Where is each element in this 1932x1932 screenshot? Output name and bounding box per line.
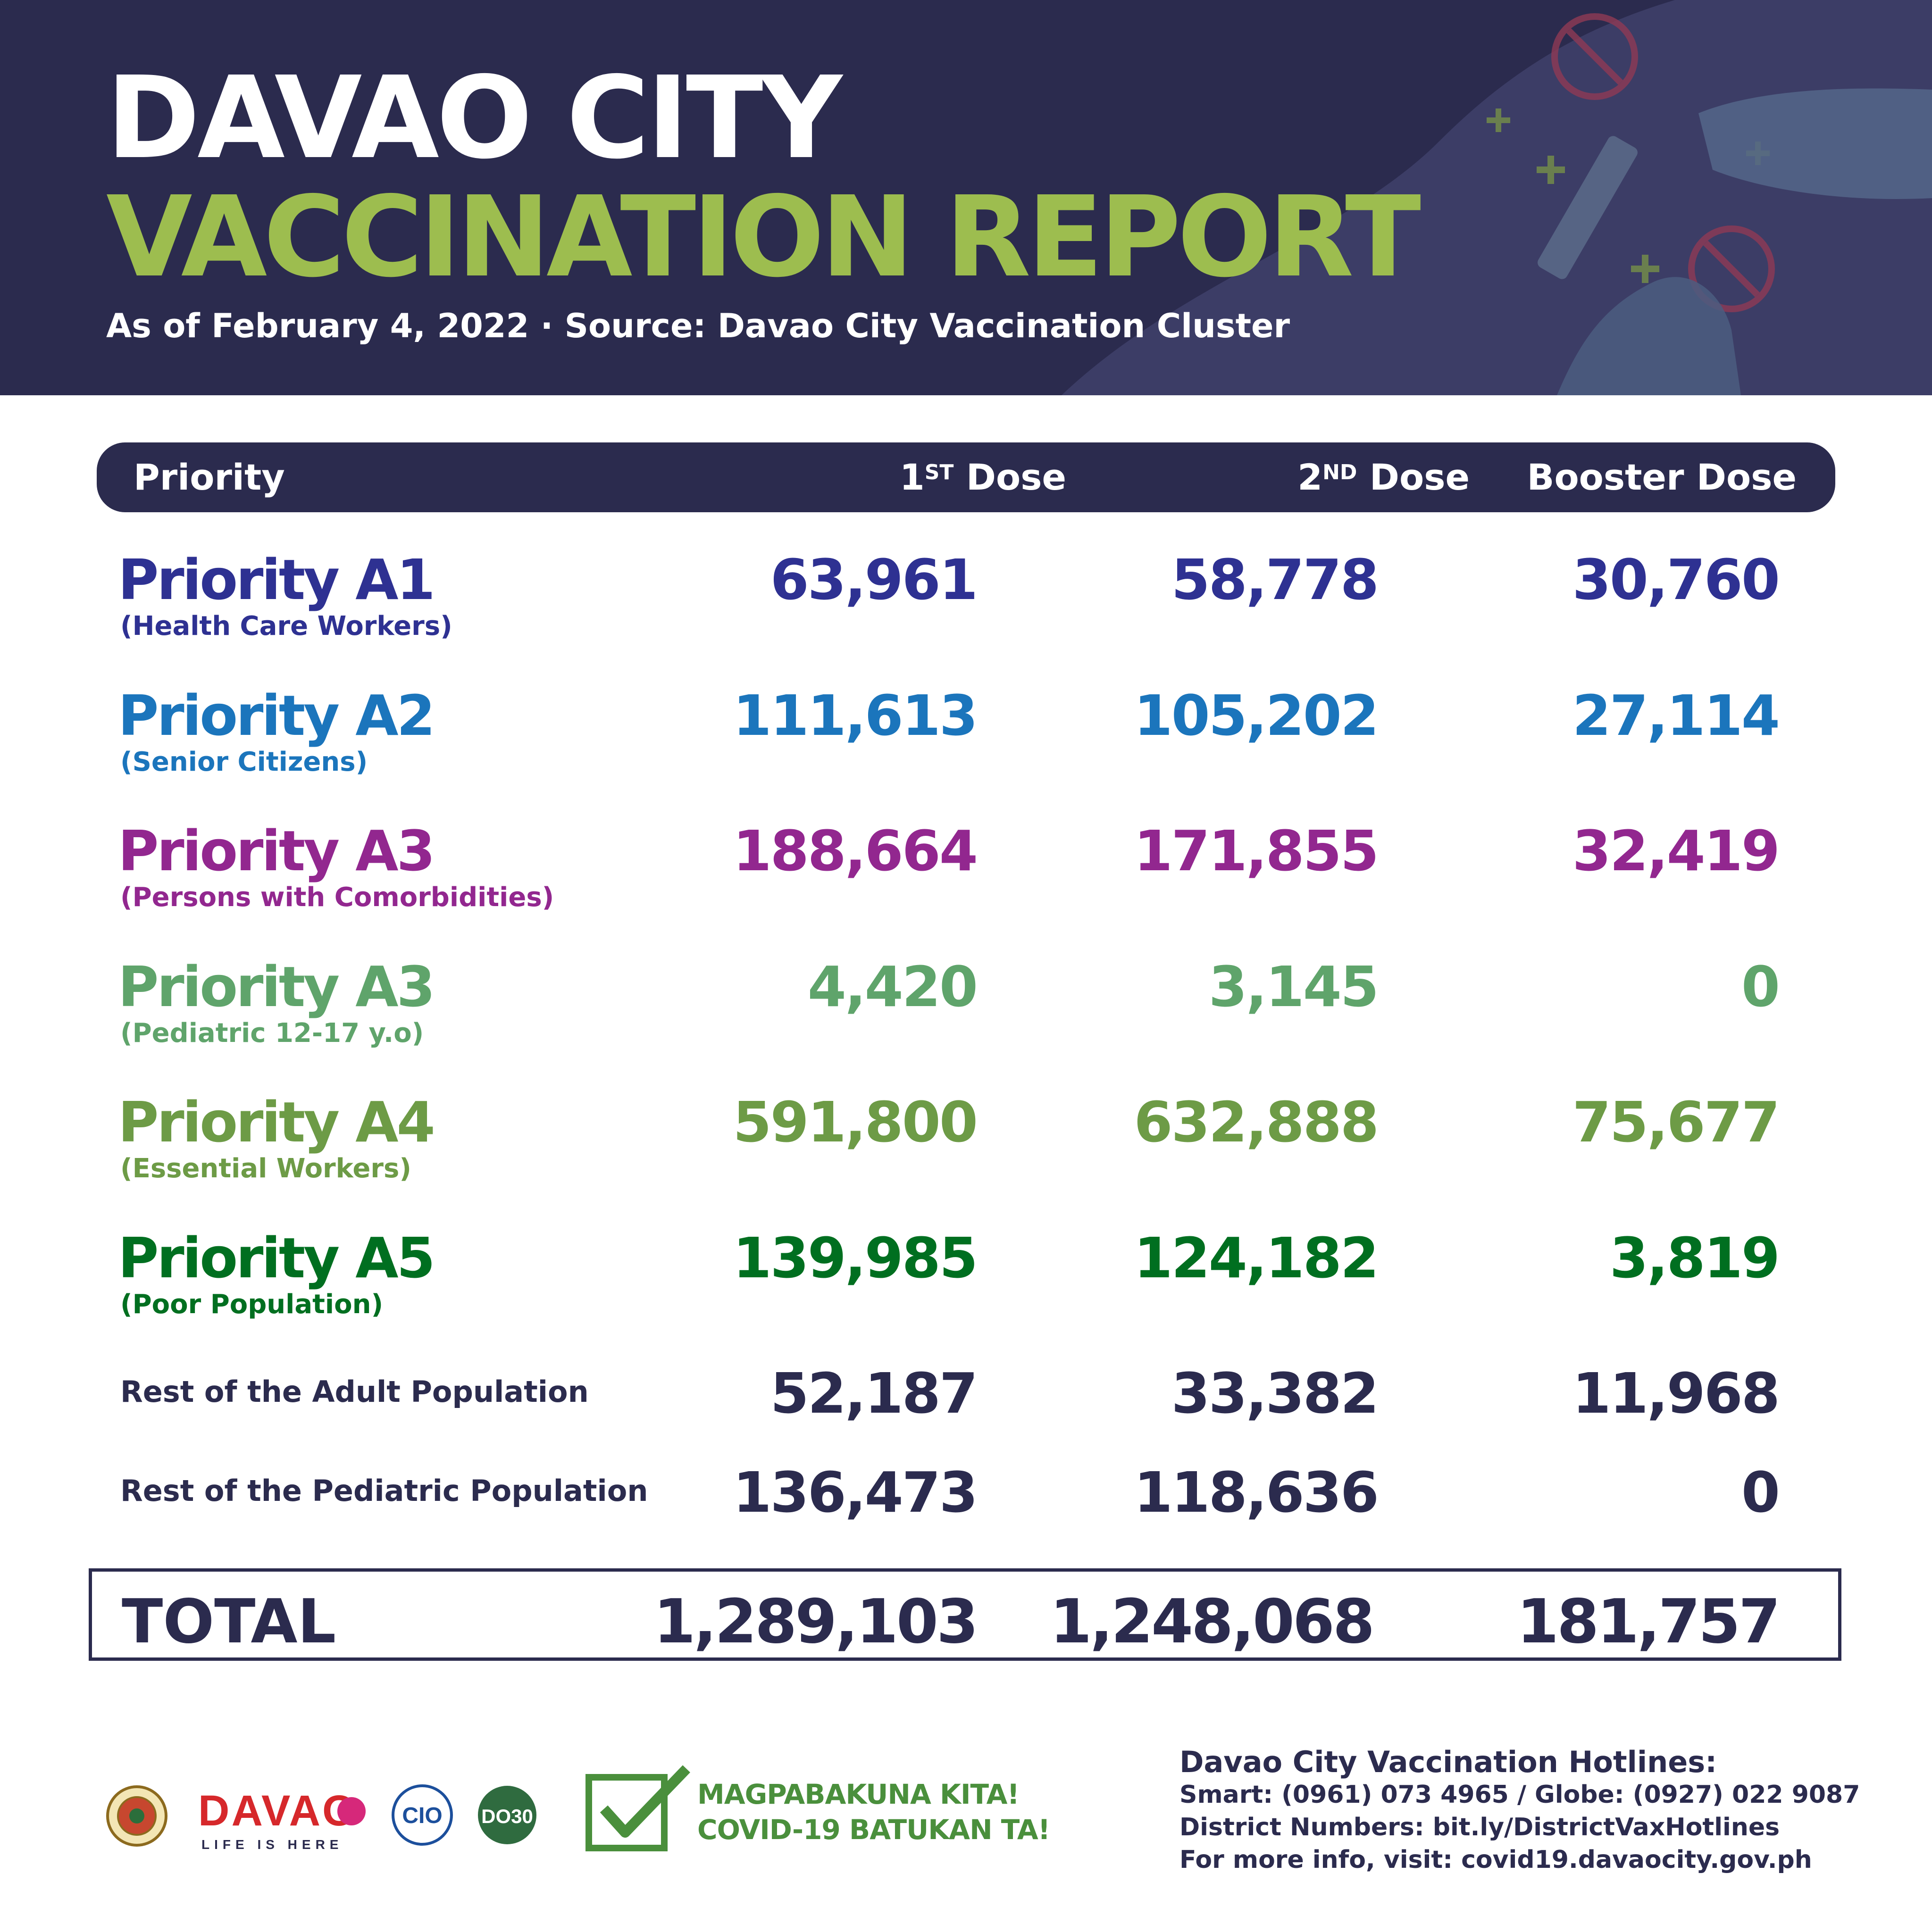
row-priority-sub: (Health Care Workers) [120,611,452,641]
rest-adult-dose2: 33,382 [1171,1361,1379,1426]
row-dose1-value: 63,961 [770,547,978,612]
row-booster-value: 3,819 [1609,1225,1780,1291]
row-priority-name: Priority A4 [118,1090,435,1155]
row-dose1-value: 111,613 [733,683,978,748]
row-priority-name: Priority A1 [118,547,435,612]
row-dose2-value: 105,202 [1134,683,1379,748]
row-priority-sub: (Pediatric 12-17 y.o) [120,1018,424,1049]
row-priority-sub: (Essential Workers) [120,1153,411,1184]
header-banner: DAVAO CITY VACCINATION REPORT As of Febr… [0,0,1932,395]
row-booster-value: 27,114 [1572,683,1780,748]
davao-logo: DAVAO LIFE IS HERE [198,1787,366,1852]
total-label: TOTAL [122,1587,336,1657]
hotline-smart-globe: Smart: (0961) 073 4965 / Globe: (0927) 0… [1179,1781,1860,1809]
vaccine-illustration-icon [1062,0,1932,395]
svg-text:CIO: CIO [402,1803,442,1828]
row-booster-value: 32,419 [1572,818,1780,883]
column-header-booster: Booster Dose [1527,456,1797,498]
row-dose1-value: 4,420 [807,954,978,1019]
row-booster-value: 75,677 [1572,1090,1780,1155]
svg-text:DAVAO: DAVAO [198,1787,358,1835]
footer-logos: DAVAO LIFE IS HERE CIO DO30 [106,1784,536,1852]
column-header-priority: Priority [134,456,285,498]
svg-text:LIFE IS HERE: LIFE IS HERE [201,1837,343,1852]
title-line-1: DAVAO CITY [106,52,842,184]
total-booster: 181,757 [1517,1587,1781,1657]
seal-icon [106,1785,167,1847]
row-priority-sub: (Poor Population) [120,1289,384,1320]
report-subtitle: As of February 4, 2022 · Source: Davao C… [106,307,1290,345]
row-dose2-value: 58,778 [1171,547,1379,612]
row-dose1-value: 591,800 [733,1090,978,1155]
row-dose2-value: 632,888 [1134,1090,1379,1155]
row-dose2-value: 171,855 [1134,818,1379,883]
row-priority-sub: (Persons with Comorbidities) [120,882,554,913]
hotlines-title: Davao City Vaccination Hotlines: [1179,1745,1717,1779]
total-box [89,1568,1841,1661]
checkmark-icon [585,1765,690,1851]
row-dose2-value: 3,145 [1208,954,1379,1019]
hotlines-block: Davao City Vaccination Hotlines: Smart: … [1179,1745,1860,1876]
rest-pediatric-dose1: 136,473 [733,1460,978,1525]
rest-pediatric-dose2: 118,636 [1134,1460,1379,1525]
row-booster-value: 30,760 [1572,547,1780,612]
rest-pediatric-booster: 0 [1741,1460,1780,1525]
column-header-dose1: 1ST Dose [899,456,1066,498]
rest-pediatric-label: Rest of the Pediatric Population [120,1474,648,1508]
row-dose1-value: 188,664 [733,818,978,883]
rest-adult-label: Rest of the Adult Population [120,1374,589,1409]
slogan-line-2: COVID-19 BATUKAN TA! [697,1814,1050,1846]
row-priority-name: Priority A5 [118,1225,435,1291]
row-booster-value: 0 [1741,954,1780,1019]
row-priority-name: Priority A3 [118,954,435,1019]
row-priority-name: Priority A2 [118,683,435,748]
total-dose1: 1,289,103 [653,1587,979,1657]
column-header-dose2: 2ND Dose [1297,456,1470,498]
rest-adult-booster: 11,968 [1572,1361,1780,1426]
row-dose2-value: 124,182 [1134,1225,1379,1291]
title-line-2: VACCINATION REPORT [106,172,1421,302]
row-priority-name: Priority A3 [118,818,435,883]
table-header: Priority 1ST Dose 2ND Dose Booster Dose [97,442,1835,512]
cio-logo: CIO [392,1784,453,1846]
hotline-info-link[interactable]: For more info, visit: covid19.davaocity.… [1179,1845,1812,1874]
svg-text:DO30: DO30 [481,1805,533,1827]
dose-logo: DO30 [478,1786,536,1844]
hotline-district-link[interactable]: District Numbers: bit.ly/DistrictVaxHotl… [1179,1813,1780,1841]
slogan-line-1: MAGPABAKUNA KITA! [697,1778,1020,1810]
total-dose2: 1,248,068 [1050,1587,1375,1657]
row-priority-sub: (Senior Citizens) [120,747,368,777]
row-dose1-value: 139,985 [733,1225,978,1291]
rest-adult-dose1: 52,187 [770,1361,978,1426]
